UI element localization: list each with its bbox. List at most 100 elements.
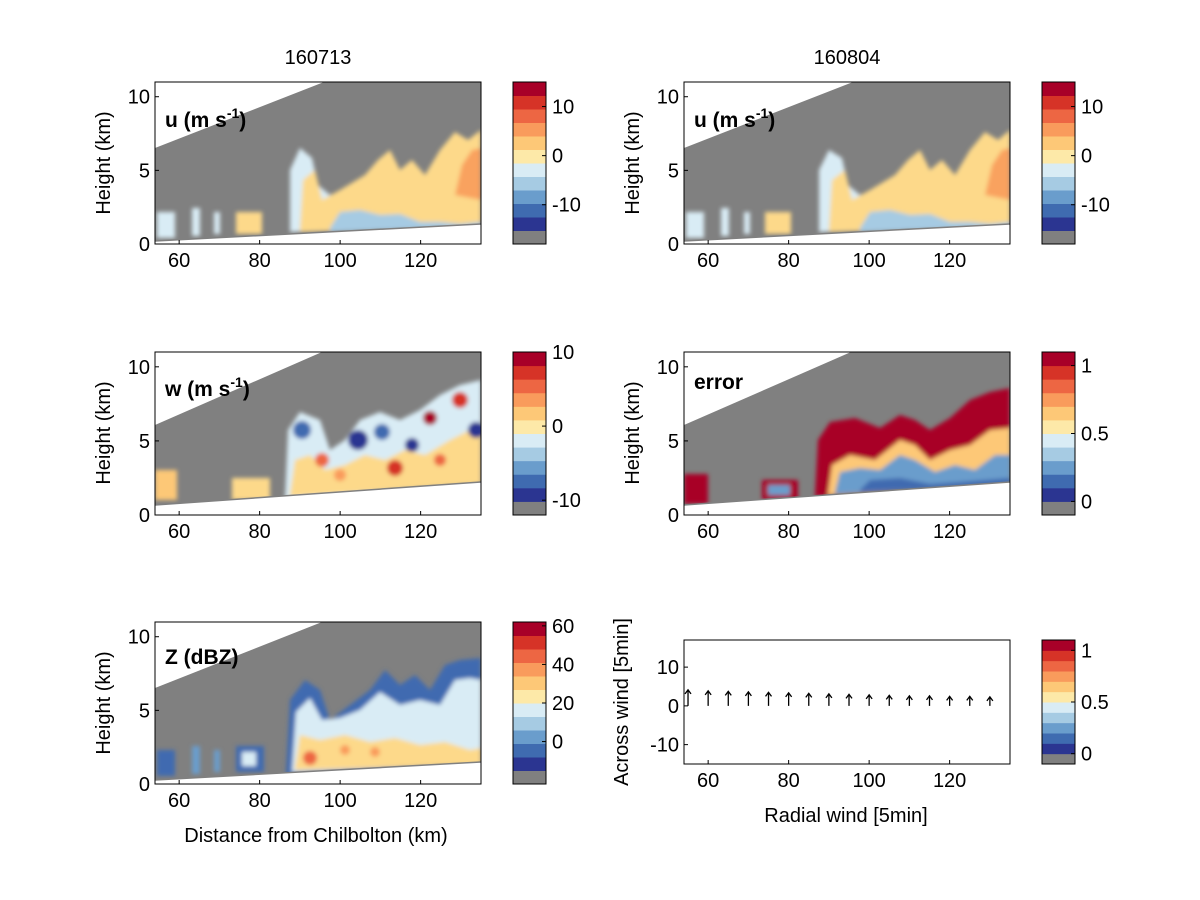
colorbar-tick-label: 0 xyxy=(552,416,563,438)
colorbar-swatch xyxy=(513,352,546,367)
field-Z-mid xyxy=(295,735,481,770)
colorbar: 10 0 -10 xyxy=(1041,81,1110,245)
colorbar-swatch xyxy=(513,622,546,636)
colorbar-swatch xyxy=(513,217,546,231)
colorbar: 10 0 -10 xyxy=(512,81,581,245)
colorbar-swatch xyxy=(1042,501,1075,516)
field-w-small-echo xyxy=(232,478,270,500)
field-error-small-echo xyxy=(768,485,790,495)
x-tick-label: 120 xyxy=(404,521,437,543)
x-tick-label: 100 xyxy=(852,521,885,543)
x-tick-label: 60 xyxy=(697,250,719,272)
y-tick-label: 0 xyxy=(668,505,679,527)
colorbar-swatch xyxy=(513,203,546,218)
field-w-downdraft xyxy=(387,460,403,476)
colorbar-swatch xyxy=(513,406,546,421)
field-u-yellow-echo xyxy=(300,130,481,232)
quiver-arrows xyxy=(684,688,994,706)
y-ticks: 0 5 10 xyxy=(128,87,159,256)
field-Z-small-echo xyxy=(192,746,200,774)
panel-w-160713: 60 80 100 120 0 5 10 w (m s-1) Height (km) xyxy=(93,351,482,543)
field-Z-small-echo xyxy=(214,750,220,772)
mask-lower xyxy=(684,482,1010,515)
colorbar-swatch xyxy=(1042,460,1075,475)
colorbar-swatch xyxy=(513,447,546,462)
colorbar-swatch xyxy=(513,433,546,448)
quiver-arrow xyxy=(744,690,752,706)
field-w-updraft xyxy=(374,424,390,440)
colorbar-swatch xyxy=(1042,681,1075,693)
field-w-updraft xyxy=(468,422,481,438)
panel-annotation: w (m s-1) xyxy=(164,374,250,401)
colorbar-swatch xyxy=(1042,640,1075,651)
colorbar-swatch xyxy=(513,676,546,690)
field-error-small-echo xyxy=(684,474,708,504)
field-u-small-echo xyxy=(744,212,750,234)
y-tick-label: -10 xyxy=(650,735,679,757)
colorbar-swatch xyxy=(513,149,546,164)
y-tick-label: 5 xyxy=(668,160,679,182)
y-tick-label: 5 xyxy=(668,431,679,453)
x-tick-label: 120 xyxy=(933,770,966,792)
colorbar-swatch xyxy=(1042,733,1075,744)
x-tick-label: 80 xyxy=(778,250,800,272)
colorbar-swatch xyxy=(513,460,546,475)
quiver-arrow xyxy=(704,689,712,706)
field-u-small-echo xyxy=(214,212,220,234)
colorbar: 60 40 20 0 xyxy=(512,616,574,785)
panel-u-160713: 60 80 100 120 0 5 10 u (m s-1) Height (km) xyxy=(93,81,482,272)
colorbar-swatch xyxy=(513,379,546,394)
x-tick-label: 60 xyxy=(697,770,719,792)
x-axis-label: Radial wind [5min] xyxy=(764,805,927,827)
x-tick-label: 100 xyxy=(323,250,356,272)
field-w-updraft xyxy=(348,430,368,450)
colorbar-swatch xyxy=(1042,203,1075,218)
field-u-small-echo xyxy=(157,212,175,238)
field-u-small-echo xyxy=(721,208,729,236)
x-ticks: 60 80 100 120 xyxy=(168,511,437,543)
quiver-arrow xyxy=(925,694,934,706)
mask-lower xyxy=(155,762,481,784)
field-w-updraft xyxy=(293,421,311,439)
colorbar-swatch xyxy=(1042,365,1075,380)
colorbar-swatch xyxy=(1042,660,1075,672)
y-ticks: 0 5 10 xyxy=(657,357,688,527)
quiver-arrow xyxy=(986,695,994,706)
y-tick-label: 10 xyxy=(657,357,679,379)
y-tick-label: 10 xyxy=(657,87,679,109)
x-tick-label: 60 xyxy=(168,521,190,543)
y-axis-label: Height (km) xyxy=(622,111,644,214)
x-tick-label: 120 xyxy=(933,250,966,272)
field-w-downdraft xyxy=(452,392,468,408)
colorbar-swatch xyxy=(1042,722,1075,734)
colorbar-tick-label: -10 xyxy=(552,195,581,217)
colorbar-swatch xyxy=(1042,753,1075,765)
field-error-lowest xyxy=(860,478,1010,492)
colorbar-tick-label: -10 xyxy=(1081,195,1110,217)
x-tick-label: 80 xyxy=(249,250,271,272)
y-tick-label: 0 xyxy=(139,505,150,527)
colorbar-tick-label: 40 xyxy=(552,654,574,676)
colorbar-swatch xyxy=(513,757,546,771)
quiver-arrow xyxy=(946,695,954,706)
field-Z-core xyxy=(340,745,350,755)
y-axis-label: Across wind [5min] xyxy=(611,618,633,786)
y-ticks: 0 5 10 xyxy=(128,627,159,796)
colorbar-swatch xyxy=(1042,392,1075,407)
colorbar-tick-label: 0.5 xyxy=(1081,692,1109,714)
x-tick-label: 100 xyxy=(852,250,885,272)
y-ticks: 0 5 10 xyxy=(657,87,688,256)
colorbar-tick-label: 0 xyxy=(1081,744,1092,766)
quiver-arrow xyxy=(724,690,732,706)
field-w-downdraft xyxy=(423,411,437,425)
x-tick-label: 100 xyxy=(323,790,356,812)
y-tick-label: 10 xyxy=(657,657,679,679)
y-tick-label: 0 xyxy=(139,774,150,796)
quiver-arrow xyxy=(764,691,773,706)
colorbar-swatch xyxy=(1042,433,1075,448)
colorbar-swatch xyxy=(1042,149,1075,164)
colorbar-tick-label: 20 xyxy=(552,693,574,715)
colorbar-swatch xyxy=(1042,671,1075,682)
